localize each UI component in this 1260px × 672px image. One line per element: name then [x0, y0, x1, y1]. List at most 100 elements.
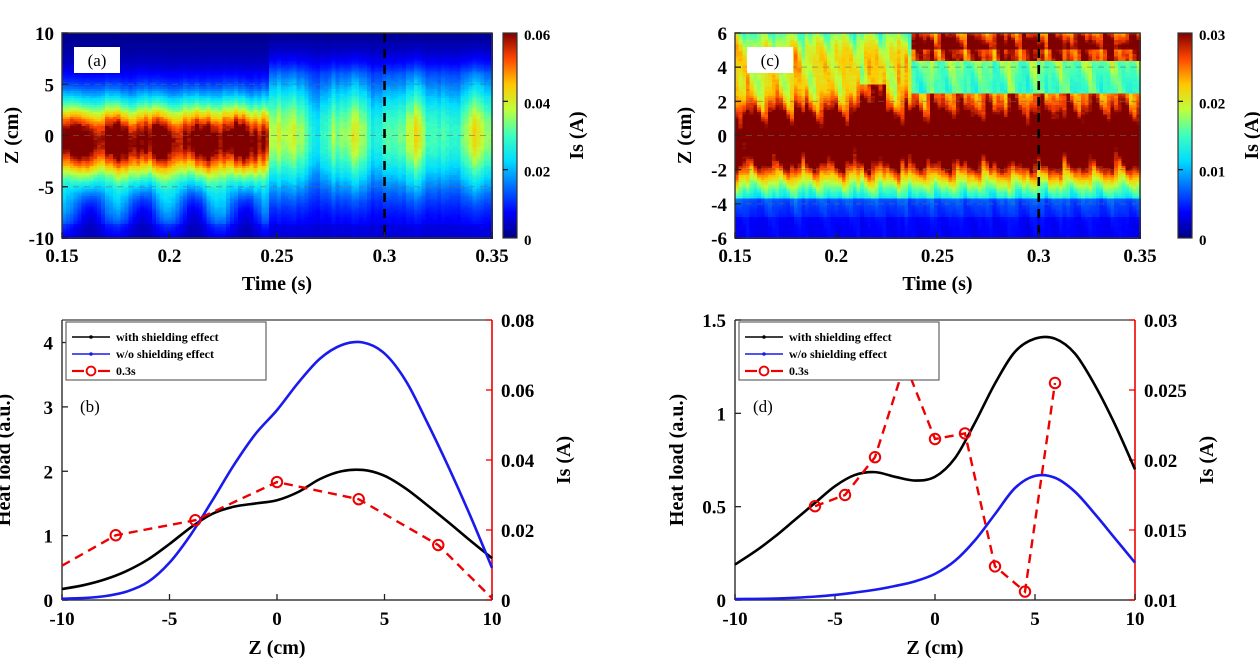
data-point-marker [432, 538, 445, 552]
y-tick-label: -10 [29, 229, 54, 250]
y2-tick-label: 0.01 [1144, 591, 1177, 612]
x-tick-label: 0 [930, 609, 940, 630]
data-point-marker [109, 529, 122, 542]
x-axis-title: Z (cm) [906, 637, 963, 659]
x-tick-label: 10 [1126, 609, 1145, 630]
x-axis-title: Time (s) [902, 273, 972, 295]
x-tick-label: 0.35 [1123, 246, 1156, 267]
legend-label: with shielding effect [789, 330, 892, 344]
y-tick-label: -6 [711, 229, 727, 250]
data-point-marker [928, 432, 942, 446]
y-tick-label: 0.5 [702, 498, 726, 519]
series-path-0 [61, 468, 493, 591]
y-tick-label: -2 [711, 161, 727, 182]
y2-tick-label: 0.015 [1144, 521, 1187, 542]
gridlines [62, 83, 492, 188]
y-tick-label: 3 [44, 398, 54, 419]
colorbar-tick-label: 0 [1199, 233, 1207, 249]
x-tick-label: 0.3 [1027, 246, 1051, 267]
colorbar-tick-label: 0.04 [524, 96, 551, 112]
colorbar-tick-label: 0.03 [1199, 28, 1225, 44]
legend: with shielding effect w/o shielding effec… [738, 321, 940, 381]
y-tick-label: -4 [711, 195, 727, 216]
y-tick-label: 1 [44, 527, 54, 548]
x-tick-label: -5 [162, 609, 178, 630]
panel-d-container: -10 -5 0 5 10 0 0.5 1 1.5 0.01 0.015 0.02 0.025 0.03 Z… [630, 295, 1260, 672]
y-tick-label: 0 [718, 127, 728, 148]
colorbar-title: Is (A) [1241, 111, 1260, 159]
heatmap-panel-c: 0.15 0.2 0.25 0.3 0.35 6 4 2 0 -2 -4 -6 Time (s) Z (c… [674, 24, 1260, 295]
colorbar [1177, 32, 1193, 239]
y-tick-label: 0 [45, 127, 55, 148]
colorbar-tick-label: 0.06 [524, 28, 551, 44]
data-point-marker [838, 488, 852, 502]
y-tick-label: 2 [44, 462, 54, 483]
legend-label: w/o shielding effect [116, 347, 214, 361]
panel-tag: (c) [761, 51, 780, 70]
data-point-marker [988, 560, 1002, 573]
x-tick-label: 0.15 [45, 246, 78, 267]
data-point-marker [958, 427, 972, 440]
colorbar-tick-label: 0.02 [1199, 96, 1225, 112]
panel-b-container: -10 -5 0 5 10 0 1 2 3 4 0 0.02 0.04 0.06 0.08 Z (cm) Hea… [0, 295, 630, 672]
panel-tag: (d) [753, 397, 773, 416]
series-path-2 [61, 480, 493, 600]
y2-tick-label: 0.02 [501, 521, 534, 542]
y-tick-label: 2 [718, 92, 728, 113]
heatmap-field [735, 33, 1141, 239]
data-point-marker [1018, 585, 1032, 598]
x-tick-label: 5 [1030, 609, 1040, 630]
gridlines [735, 66, 1140, 205]
x-tick-label: 0.2 [824, 246, 848, 267]
y-tick-label: 6 [718, 24, 728, 45]
x-tick-label: -10 [49, 609, 74, 630]
heatmap-field [62, 33, 493, 239]
line-panel-d: -10 -5 0 5 10 0 0.5 1 1.5 0.01 0.015 0.02 0.025 0.03 Z… [666, 311, 1218, 659]
data-point-marker [868, 451, 882, 464]
y2-axis-title: Is (A) [1196, 436, 1218, 484]
legend-label: 0.3s [789, 364, 809, 378]
panel-tag-box [747, 47, 793, 73]
x-tick-label: 0.35 [475, 246, 508, 267]
x-tick-label: -10 [722, 609, 747, 630]
y-axis-title: Heat load (a.u.) [0, 394, 15, 526]
colorbar-tick-label: 0 [524, 233, 532, 249]
y-tick-label: 4 [44, 334, 54, 355]
x-tick-label: 0.2 [158, 246, 182, 267]
legend-label: with shielding effect [116, 330, 219, 344]
legend-label: w/o shielding effect [789, 347, 887, 361]
series-path-1 [61, 340, 494, 601]
colorbar-tick-label: 0.01 [1199, 165, 1225, 181]
y-tick-label: 0 [44, 591, 54, 612]
x-tick-label: 0 [272, 609, 282, 630]
y-tick-label: 5 [45, 75, 55, 96]
x-tick-label: 5 [380, 609, 390, 630]
heatmap-panel-a: 0.15 0.2 0.25 0.3 0.35 10 5 0 -5 -10 Time (s) Z (cm… [1, 24, 588, 295]
x-tick-label: 0.25 [260, 246, 293, 267]
y2-tick-label: 0 [501, 591, 511, 612]
y-axis-title: Heat load (a.u.) [666, 394, 688, 526]
panel-tag: (b) [80, 397, 100, 416]
colorbar [502, 32, 518, 239]
data-point-marker [189, 514, 202, 527]
y-tick-label: -5 [38, 178, 54, 199]
colorbar-tick-label: 0.02 [524, 165, 550, 181]
data-point-marker [1048, 376, 1062, 390]
panel-tag: (a) [88, 51, 107, 70]
x-tick-label: 0.25 [921, 246, 954, 267]
y2-tick-label: 0.025 [1144, 381, 1187, 402]
series-path-1 [734, 473, 1137, 601]
colorbar-title: Is (A) [566, 111, 588, 159]
x-tick-label: -5 [827, 609, 843, 630]
data-point-marker [352, 493, 365, 506]
series-path-2 [814, 359, 1057, 594]
y2-tick-label: 0.06 [501, 381, 534, 402]
y2-tick-label: 0.08 [501, 311, 534, 332]
y2-tick-label: 0.04 [501, 451, 535, 472]
panel-tag-box [74, 47, 120, 73]
panel-a-container: 0.15 0.2 0.25 0.3 0.35 10 5 0 -5 -10 Time (s) Z (cm… [0, 0, 630, 300]
x-tick-label: 10 [483, 609, 502, 630]
y-tick-label: 1.5 [702, 311, 726, 332]
